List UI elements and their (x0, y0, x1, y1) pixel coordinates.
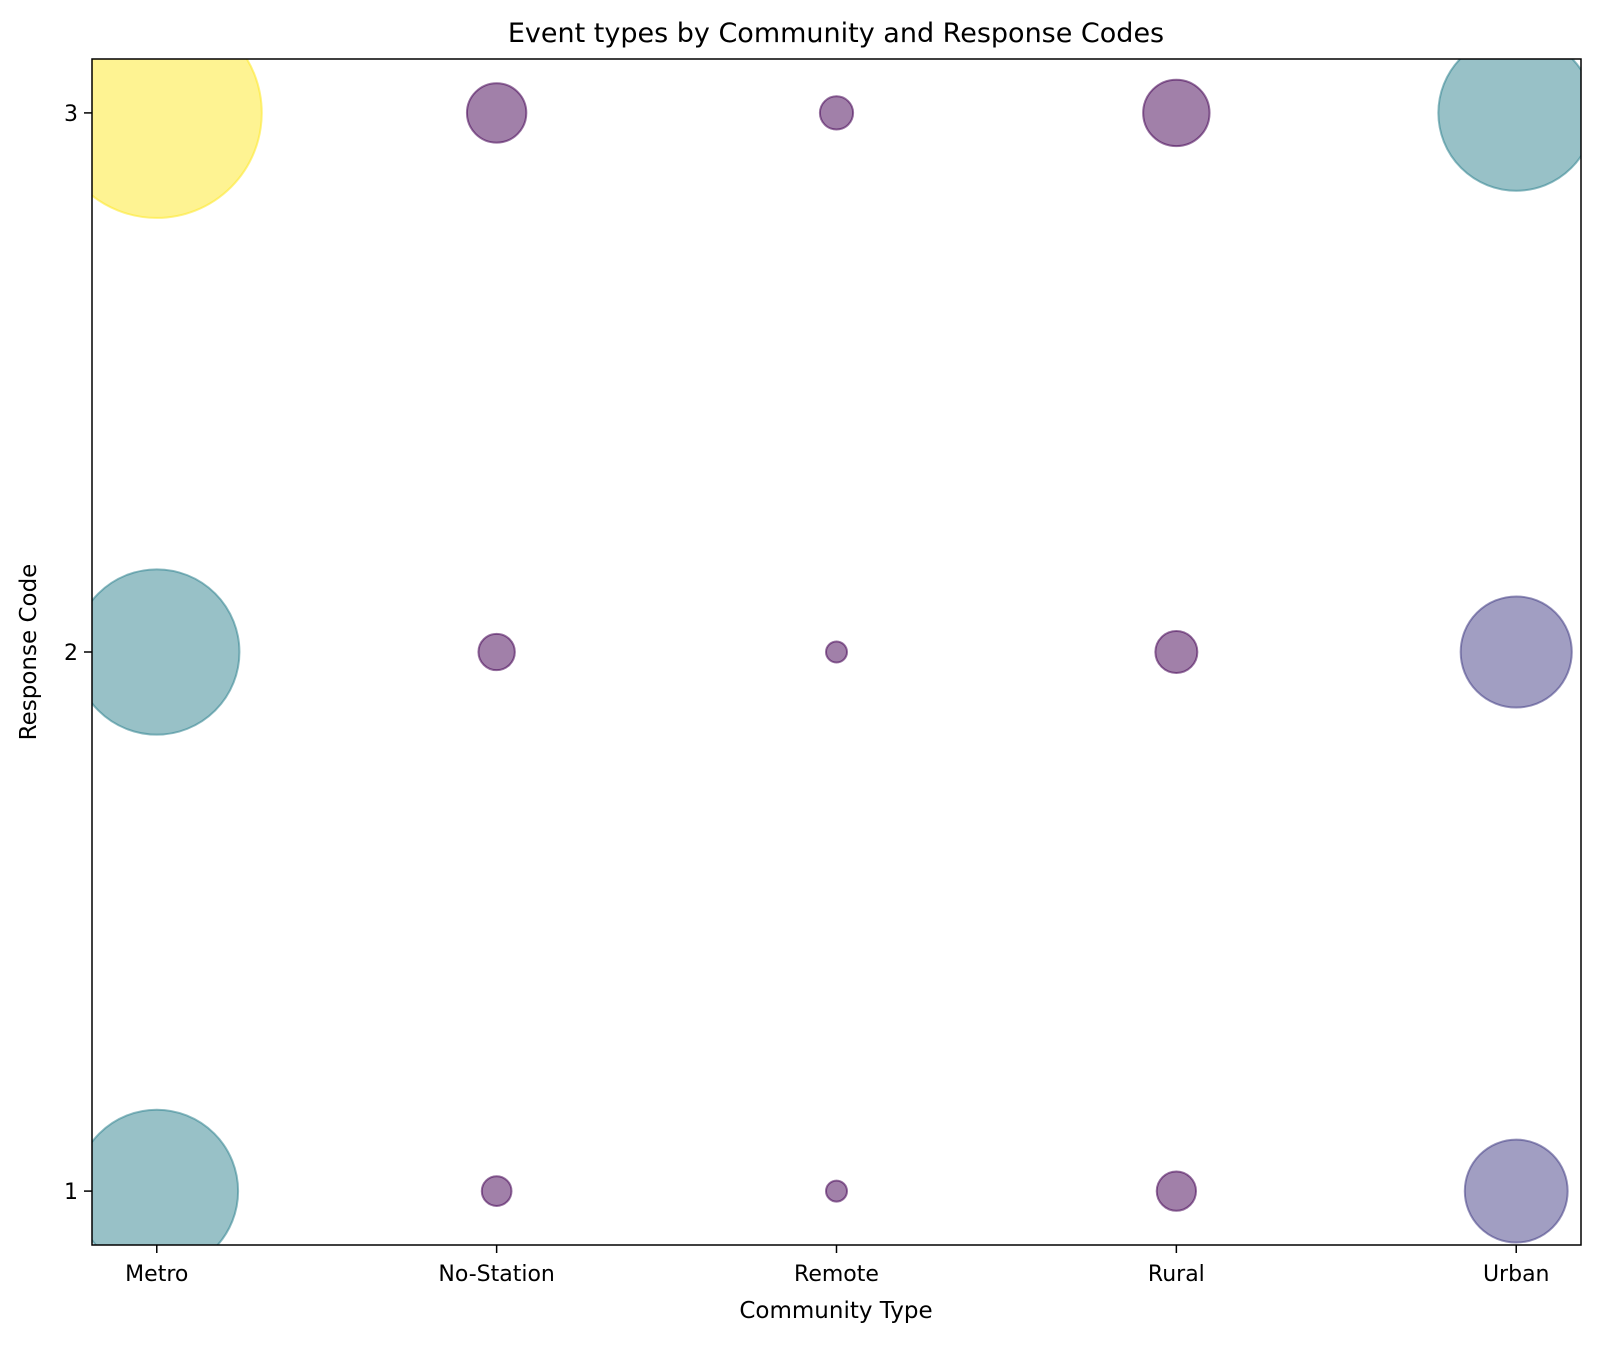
bubble-no-station-3 (465, 82, 528, 144)
chart-title: Event types by Community and Response Co… (508, 18, 1164, 49)
y-axis: 1 2 3 (64, 102, 92, 1205)
y-tick-label: 3 (64, 102, 78, 127)
bubbles-layer (92, 59, 1581, 1245)
bubble-metro-2 (92, 568, 241, 736)
x-tick-label: Rural (1148, 1262, 1205, 1287)
bubble-remote-3 (818, 95, 855, 131)
bubble-urban-3 (1437, 59, 1581, 192)
x-axis: Metro No-Station Remote Rural Urban (125, 1245, 1550, 1287)
x-tick-label: Urban (1483, 1262, 1550, 1287)
bubble-rural-2 (1154, 630, 1199, 674)
y-tick-label: 2 (64, 641, 78, 666)
y-tick-label: 1 (64, 1180, 78, 1205)
bubble-remote-1 (825, 1179, 848, 1203)
bubble-rural-3 (1142, 78, 1211, 148)
bubble-urban-2 (1459, 595, 1573, 709)
bubble-metro-1 (92, 1108, 240, 1245)
x-tick-label: Metro (125, 1262, 188, 1287)
bubble-no-station-1 (480, 1175, 513, 1207)
bubble-remote-2 (825, 640, 848, 664)
bubble-no-station-2 (477, 632, 516, 672)
bubble-urban-1 (1463, 1138, 1569, 1244)
y-axis-label: Response Code (16, 564, 42, 741)
bubble-rural-1 (1155, 1170, 1198, 1212)
bubble-metro-3 (92, 59, 263, 219)
x-tick-label: Remote (794, 1262, 879, 1287)
x-axis-label: Community Type (739, 1298, 932, 1324)
x-tick-label: No-Station (438, 1262, 554, 1287)
